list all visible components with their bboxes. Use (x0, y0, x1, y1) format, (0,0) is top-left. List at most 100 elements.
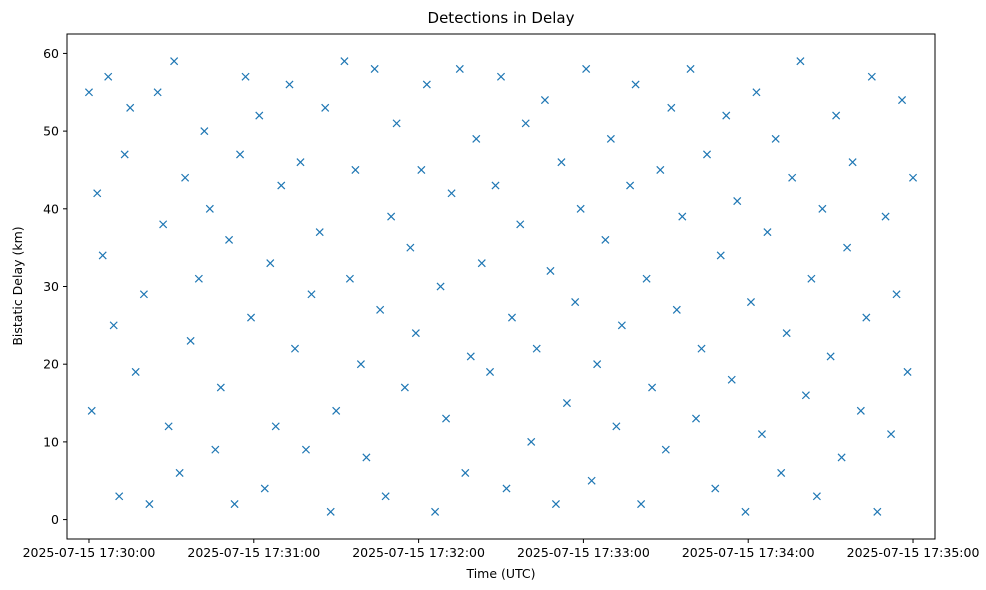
data-point (617, 321, 626, 330)
data-point (576, 204, 585, 213)
y-tick-label: 0 (51, 512, 59, 527)
data-point (115, 492, 124, 501)
data-point (376, 305, 385, 314)
data-point (826, 352, 835, 361)
data-point (631, 80, 640, 89)
data-point (290, 344, 300, 353)
data-point (516, 220, 525, 229)
data-point (637, 500, 646, 509)
y-tick-label: 40 (43, 201, 59, 216)
data-point (656, 165, 665, 174)
data-point (752, 88, 761, 97)
data-point (667, 103, 676, 112)
data-point (285, 80, 294, 89)
data-point (139, 290, 148, 299)
data-point (436, 282, 445, 291)
data-point (807, 274, 816, 283)
data-point (711, 484, 720, 493)
data-point (771, 134, 780, 143)
data-point (266, 259, 275, 268)
data-point (521, 119, 530, 128)
data-point (741, 507, 750, 516)
data-point (211, 445, 220, 454)
data-point (307, 290, 316, 299)
data-point (678, 212, 687, 221)
data-point (843, 243, 852, 252)
data-point (271, 422, 280, 431)
data-point (131, 367, 140, 376)
data-point (145, 500, 154, 509)
data-point (400, 383, 409, 392)
data-point (200, 127, 209, 136)
data-point (104, 72, 113, 81)
x-tick-label: 2025-07-15 17:33:00 (517, 545, 650, 560)
data-point (431, 507, 440, 516)
data-point (381, 492, 390, 501)
data-point (733, 197, 742, 206)
data-point (818, 204, 827, 213)
data-point (126, 103, 135, 112)
x-tick-label: 2025-07-15 17:31:00 (187, 545, 320, 560)
x-axis: 2025-07-15 17:30:00 2025-07-15 17:31:00 20… (23, 539, 979, 560)
data-point (164, 422, 173, 431)
data-point (181, 173, 190, 182)
data-point (909, 173, 918, 182)
data-point (881, 212, 890, 221)
data-point (98, 251, 107, 260)
data-point (485, 367, 495, 376)
data-point (796, 57, 805, 66)
data-point (527, 437, 536, 446)
data-point (812, 492, 821, 501)
data-point (837, 453, 846, 462)
data-point (442, 414, 451, 423)
data-points (84, 57, 918, 516)
y-axis-label: Bistatic Delay (km) (10, 226, 25, 345)
data-point (873, 507, 882, 516)
data-point (422, 80, 431, 89)
data-point (247, 313, 256, 322)
data-point (461, 468, 470, 477)
data-point (205, 204, 214, 213)
x-tick-label: 2025-07-15 17:34:00 (682, 545, 815, 560)
data-point (642, 274, 651, 283)
data-point (532, 344, 541, 353)
data-point (582, 64, 591, 73)
data-point (417, 165, 426, 174)
data-point (387, 212, 396, 221)
data-point (587, 476, 596, 485)
y-tick-label: 10 (43, 434, 59, 449)
data-point (332, 406, 341, 415)
data-point (777, 468, 786, 477)
data-point (540, 96, 549, 105)
data-point (551, 500, 560, 509)
data-point (782, 329, 791, 338)
data-point (84, 88, 93, 97)
data-point (612, 422, 621, 431)
data-point (887, 430, 896, 439)
data-point (496, 72, 506, 81)
x-tick-label: 2025-07-15 17:30:00 (23, 545, 156, 560)
data-point (727, 375, 736, 384)
data-point (697, 344, 706, 353)
data-point (159, 220, 168, 229)
data-point (593, 360, 602, 369)
data-point (447, 189, 456, 198)
y-tick-label: 60 (43, 46, 59, 61)
data-point (225, 235, 234, 244)
x-axis-label: Time (UTC) (465, 566, 535, 581)
data-point (903, 367, 912, 376)
data-point (466, 352, 475, 361)
data-point (175, 468, 184, 477)
data-point (236, 150, 245, 159)
y-axis: 0 10 20 30 40 50 60 (43, 46, 67, 527)
data-point (87, 406, 96, 415)
data-point (455, 64, 464, 73)
data-point (648, 383, 657, 392)
data-point (867, 72, 876, 81)
data-point (716, 251, 725, 260)
data-point (170, 57, 179, 66)
data-point (194, 274, 203, 283)
data-point (301, 445, 310, 454)
data-point (692, 414, 701, 423)
plot-area (67, 34, 935, 539)
